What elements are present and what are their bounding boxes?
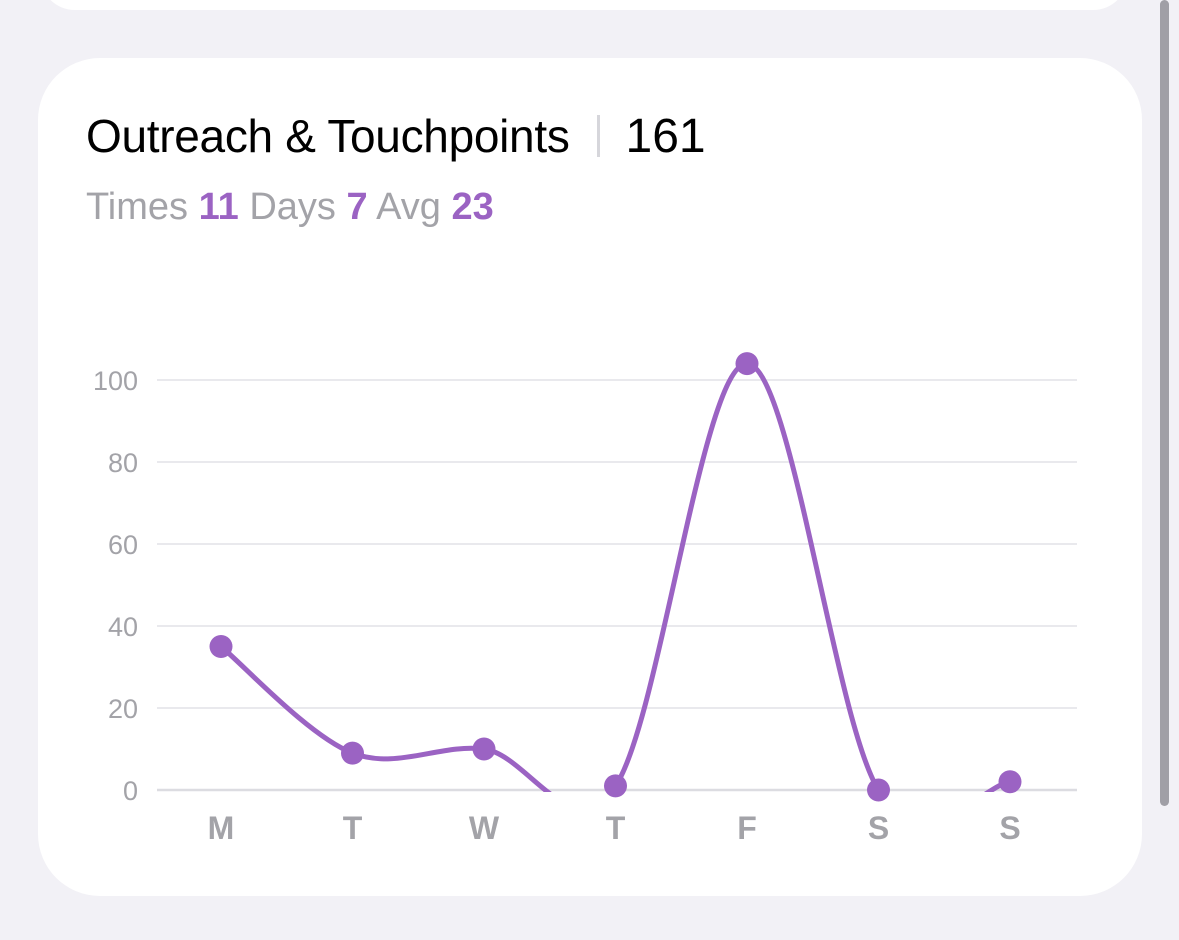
x-tick-label: T	[343, 810, 363, 846]
avg-value: 23	[451, 186, 494, 228]
outreach-card[interactable]: Outreach & Touchpoints 161 Times 11 Days…	[38, 58, 1142, 896]
x-tick-label: S	[868, 810, 889, 846]
avg-label: Avg	[376, 186, 441, 228]
data-point-s-6[interactable]	[998, 770, 1022, 794]
y-tick-label: 100	[93, 366, 138, 396]
y-tick-label: 20	[108, 694, 138, 724]
previous-card	[40, 0, 1128, 10]
card-total: 161	[625, 109, 706, 163]
x-tick-label: T	[606, 810, 626, 846]
data-point-s-5[interactable]	[867, 778, 890, 802]
title-divider	[596, 115, 600, 157]
data-point-t-1[interactable]	[341, 741, 364, 765]
x-tick-label: F	[737, 810, 757, 846]
data-point-t-3[interactable]	[604, 774, 627, 798]
y-tick-label: 40	[108, 612, 138, 642]
times-value: 11	[198, 186, 239, 228]
x-tick-label: S	[999, 810, 1020, 846]
data-point-m-0[interactable]	[209, 635, 233, 658]
y-tick-label: 80	[108, 448, 138, 478]
data-point-w-2[interactable]	[472, 737, 496, 761]
card-header: Outreach & Touchpoints 161	[86, 106, 706, 166]
scrollbar[interactable]	[1160, 0, 1169, 806]
days-label: Days	[249, 186, 336, 228]
card-title: Outreach & Touchpoints	[86, 110, 570, 162]
x-tick-label: W	[469, 810, 500, 846]
stats-row: Times 11 Days 7 Avg 23	[86, 186, 494, 229]
grid-lines	[157, 379, 1077, 792]
x-tick-label: M	[208, 810, 235, 846]
series-line	[218, 361, 1013, 792]
y-tick-label: 60	[108, 530, 138, 560]
y-axis-ticks: 0 20 40 60 80 100	[93, 366, 138, 806]
times-label: Times	[86, 186, 189, 228]
days-value: 7	[346, 186, 368, 228]
y-tick-label: 0	[123, 776, 138, 806]
data-points	[209, 352, 1022, 802]
series-line-layer	[218, 361, 1013, 792]
data-point-f-4[interactable]	[735, 352, 759, 376]
